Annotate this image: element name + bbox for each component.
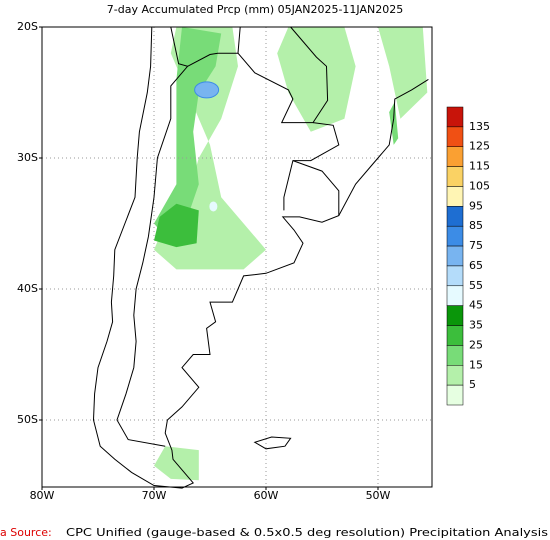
legend-swatch bbox=[446, 225, 464, 247]
color-legend: 135 125 115 105 95 85 75 65 55 45 35 25 15 5 bbox=[446, 106, 490, 406]
border bbox=[116, 26, 189, 447]
source-label: a Source: bbox=[0, 526, 52, 539]
map-frame bbox=[41, 26, 433, 488]
precip-area bbox=[194, 81, 220, 99]
precip-area bbox=[209, 201, 218, 212]
precip-area bbox=[389, 101, 399, 145]
precip-area bbox=[154, 203, 199, 248]
border bbox=[237, 26, 329, 124]
legend-swatch bbox=[446, 345, 464, 366]
legend-label: 35 bbox=[469, 319, 483, 332]
legend-label: 85 bbox=[469, 219, 483, 232]
lat-label: 20S bbox=[17, 20, 38, 33]
legend-swatch bbox=[446, 325, 464, 346]
border bbox=[187, 26, 241, 67]
legend-label: 115 bbox=[469, 160, 490, 173]
map-title: 7-day Accumulated Prcp (mm) 05JAN2025-11… bbox=[107, 3, 403, 16]
lon-label: 50W bbox=[366, 489, 391, 502]
legend-label: 65 bbox=[469, 259, 483, 272]
lat-label: 50S bbox=[17, 413, 38, 426]
legend-label: 15 bbox=[469, 358, 483, 371]
legend-swatch bbox=[446, 146, 464, 167]
lat-label: 30S bbox=[17, 151, 38, 164]
legend-swatch bbox=[446, 384, 464, 406]
island bbox=[253, 436, 292, 450]
source-text: CPC Unified (gauge-based & 0.5x0.5 deg r… bbox=[66, 526, 548, 539]
legend-swatch bbox=[446, 186, 464, 207]
legend-swatch bbox=[446, 285, 464, 306]
map-area bbox=[42, 26, 432, 489]
legend-swatch bbox=[446, 265, 464, 287]
precip-area bbox=[277, 27, 356, 132]
precip-area bbox=[154, 27, 222, 237]
legend-label: 125 bbox=[469, 140, 490, 153]
legend-label: 55 bbox=[469, 279, 483, 292]
legend-swatch bbox=[446, 305, 464, 326]
legend-swatch bbox=[446, 206, 464, 227]
legend-swatch bbox=[446, 365, 464, 386]
legend-label: 45 bbox=[469, 299, 483, 312]
border bbox=[283, 122, 340, 211]
legend-swatch bbox=[446, 245, 464, 267]
legend-swatch bbox=[446, 166, 464, 187]
lon-label: 70W bbox=[142, 489, 167, 502]
lon-label: 60W bbox=[254, 489, 279, 502]
legend-label: 105 bbox=[469, 179, 490, 192]
precip-area bbox=[378, 27, 428, 119]
legend-label: 135 bbox=[469, 120, 490, 133]
legend-label: 25 bbox=[469, 338, 483, 351]
lon-label: 80W bbox=[30, 489, 55, 502]
legend-swatch bbox=[446, 106, 464, 128]
legend-label: 75 bbox=[469, 239, 483, 252]
legend-swatch bbox=[446, 126, 464, 147]
legend-label: 95 bbox=[469, 199, 483, 212]
coastline bbox=[92, 26, 429, 489]
legend-label: 5 bbox=[469, 378, 476, 391]
lat-label: 40S bbox=[17, 282, 38, 295]
border bbox=[292, 160, 340, 216]
